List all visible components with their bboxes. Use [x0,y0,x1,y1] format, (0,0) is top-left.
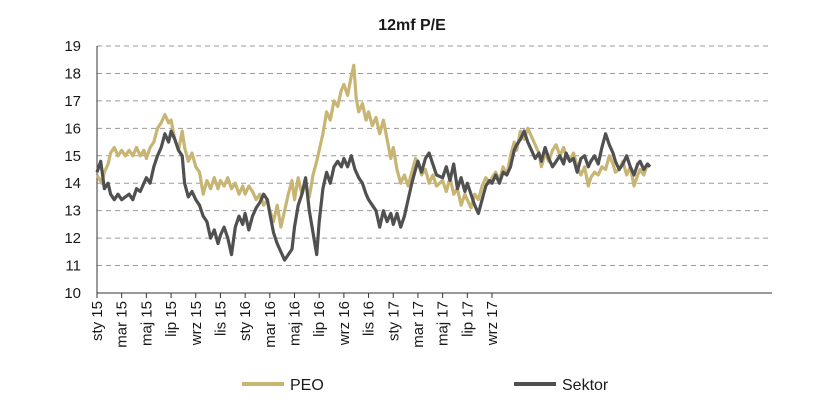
legend-label-sektor: Sektor [562,377,609,394]
x-tick-label: lis 15 [212,301,229,336]
y-tick-label: 13 [64,203,81,220]
series-line-sektor [95,129,652,262]
legend: PEO Sektor [242,377,609,394]
x-tick-label: lip 15 [163,301,180,337]
axes [96,46,772,298]
x-tick-label: mar 16 [262,301,279,348]
legend-label-peo: PEO [290,377,324,394]
y-tick-label: 12 [64,230,81,247]
x-tick-label: mar 17 [410,301,427,348]
x-tick-label: wrz 16 [336,301,353,346]
x-tick-label: sty 17 [385,301,402,341]
x-tick-label: wrz 15 [188,301,205,346]
y-tick-label: 19 [64,38,81,55]
x-tick-label: lis 16 [361,301,378,336]
y-tick-label: 10 [64,285,81,302]
y-tick-label: 17 [64,93,81,110]
y-tick-label: 14 [64,175,81,192]
y-tick-label: 18 [64,65,81,82]
x-tick-label: lip 17 [459,301,476,337]
series-line-peo [95,63,652,229]
x-tick-label: mar 15 [114,301,131,348]
x-tick-label: wrz 17 [484,301,501,346]
y-tick-label: 11 [65,258,81,275]
x-tick-labels: sty 15 mar 15 maj 15 lip 15 wrz 15 lis 15 sty … [89,301,501,348]
x-tick-label: lip 16 [311,301,328,337]
y-tick-label: 16 [64,120,81,137]
x-tick-label: maj 17 [435,301,452,346]
gridlines [97,45,772,267]
x-tick-label: maj 16 [287,301,304,346]
series-lines [95,63,652,262]
y-tick-labels: 10 11 12 13 14 15 16 17 18 19 [64,38,81,302]
x-tick-label: sty 16 [237,301,254,341]
x-tick-label: sty 15 [89,301,106,341]
x-tick-label: maj 15 [138,301,155,346]
chart-title: 12mf P/E [378,17,446,34]
y-tick-label: 15 [64,148,81,165]
